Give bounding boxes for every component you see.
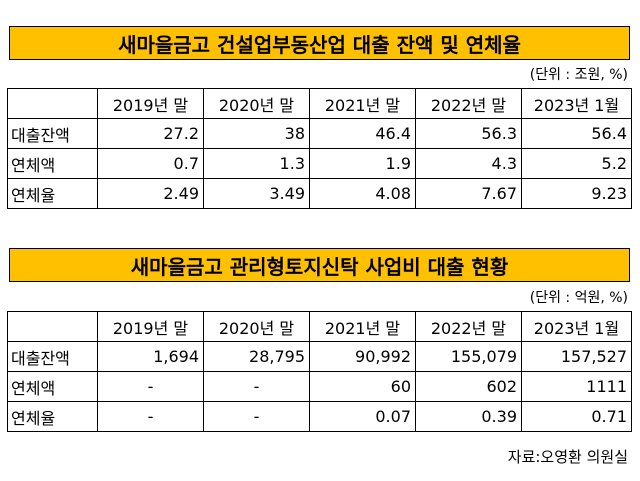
table1-header-2023-01: 2023년 1월 xyxy=(521,88,632,119)
table1-unit: (단위 : 조원, %) xyxy=(529,67,628,83)
table-row: 대출잔액 1,694 28,795 90,992 155,079 157,527 xyxy=(7,341,632,372)
table2-cell: 60 xyxy=(309,371,416,402)
table1-header-row: 2019년 말 2020년 말 2021년 말 2022년 말 2023년 1월 xyxy=(7,88,632,119)
table2-header-2023-01: 2023년 1월 xyxy=(521,311,632,342)
table1-cell: 7.67 xyxy=(415,178,522,209)
table2-header-row: 2019년 말 2020년 말 2021년 말 2022년 말 2023년 1월 xyxy=(7,311,632,342)
table2-cell: 157,527 xyxy=(521,341,632,372)
table2-header-corner xyxy=(7,311,98,342)
table2-header-2019: 2019년 말 xyxy=(97,311,204,342)
table1-cell: 4.08 xyxy=(309,178,416,209)
table2-cell: 0.71 xyxy=(521,401,632,432)
table-row: 연체율 - - 0.07 0.39 0.71 xyxy=(7,401,632,432)
table1-row-label: 연체액 xyxy=(7,148,98,179)
table2: 2019년 말 2020년 말 2021년 말 2022년 말 2023년 1월… xyxy=(7,311,632,432)
table2-cell: 1,694 xyxy=(97,341,204,372)
table2-cell: 0.07 xyxy=(309,401,416,432)
table1-header-2021: 2021년 말 xyxy=(309,88,416,119)
table-row: 대출잔액 27.2 38 46.4 56.3 56.4 xyxy=(7,118,632,149)
table1-header-2020: 2020년 말 xyxy=(203,88,310,119)
table1-cell: 9.23 xyxy=(521,178,632,209)
table1-cell: 1.9 xyxy=(309,148,416,179)
table1-cell: 4.3 xyxy=(415,148,522,179)
table2-cell: 602 xyxy=(415,371,522,402)
table2-header-2021: 2021년 말 xyxy=(309,311,416,342)
table1-header-corner xyxy=(7,88,98,119)
table2-row-label: 대출잔액 xyxy=(7,341,98,372)
table1-cell: 56.3 xyxy=(415,118,522,149)
table2-row-label: 연체액 xyxy=(7,371,98,402)
table1-cell: 46.4 xyxy=(309,118,416,149)
table1-cell: 56.4 xyxy=(521,118,632,149)
table-row: 연체율 2.49 3.49 4.08 7.67 9.23 xyxy=(7,178,632,209)
table1-header-2022: 2022년 말 xyxy=(415,88,522,119)
table1-header-2019: 2019년 말 xyxy=(97,88,204,119)
table-row: 연체액 0.7 1.3 1.9 4.3 5.2 xyxy=(7,148,632,179)
table2-cell: 155,079 xyxy=(415,341,522,372)
table2-cell: - xyxy=(203,371,310,402)
table2-cell: 1111 xyxy=(521,371,632,402)
table1-cell: 27.2 xyxy=(97,118,204,149)
table1-cell: 38 xyxy=(203,118,310,149)
table2-cell: - xyxy=(97,371,204,402)
table-row: 연체액 - - 60 602 1111 xyxy=(7,371,632,402)
table1: 2019년 말 2020년 말 2021년 말 2022년 말 2023년 1월… xyxy=(7,88,632,209)
table1-cell: 1.3 xyxy=(203,148,310,179)
table1-cell: 5.2 xyxy=(521,148,632,179)
table2-row-label: 연체율 xyxy=(7,401,98,432)
table1-row-label: 연체율 xyxy=(7,178,98,209)
table2-cell: - xyxy=(203,401,310,432)
table1-title: 새마을금고 건설업부동산업 대출 잔액 및 연체율 xyxy=(9,26,630,60)
table2-header-2022: 2022년 말 xyxy=(415,311,522,342)
table2-cell: 28,795 xyxy=(203,341,310,372)
table2-cell: - xyxy=(97,401,204,432)
source-note: 자료:오영환 의원실 xyxy=(507,448,628,466)
table2-cell: 90,992 xyxy=(309,341,416,372)
table1-cell: 2.49 xyxy=(97,178,204,209)
table1-cell: 3.49 xyxy=(203,178,310,209)
table2-header-2020: 2020년 말 xyxy=(203,311,310,342)
table2-unit: (단위 : 억원, %) xyxy=(529,290,628,306)
table2-title: 새마을금고 관리형토지신탁 사업비 대출 현황 xyxy=(9,248,630,282)
table2-cell: 0.39 xyxy=(415,401,522,432)
table1-cell: 0.7 xyxy=(97,148,204,179)
table1-row-label: 대출잔액 xyxy=(7,118,98,149)
